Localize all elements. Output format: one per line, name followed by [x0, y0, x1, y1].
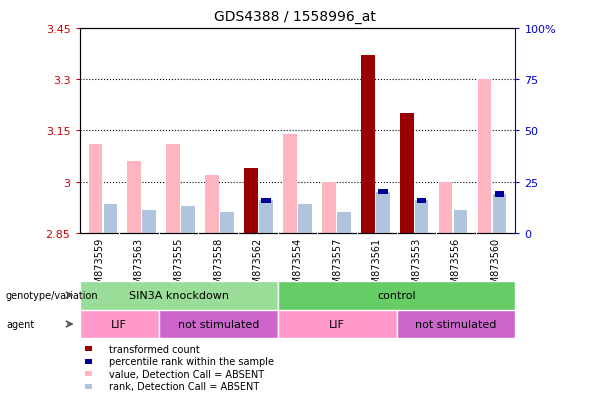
Bar [439, 182, 452, 233]
Text: GSM873555: GSM873555 [174, 237, 184, 297]
Bar [400, 114, 413, 233]
Text: GSM873563: GSM873563 [134, 237, 144, 296]
Bar [259, 201, 273, 233]
Bar [400, 227, 413, 233]
Bar [80, 281, 277, 310]
Bar [495, 192, 504, 197]
Text: value, Detection Call = ABSENT: value, Detection Call = ABSENT [109, 369, 264, 379]
Bar [376, 192, 389, 233]
Bar [478, 80, 491, 233]
Bar [143, 211, 156, 233]
Text: LIF: LIF [329, 319, 345, 329]
Bar [298, 205, 312, 233]
Text: GSM873558: GSM873558 [213, 237, 223, 296]
Bar [277, 310, 396, 339]
Text: control: control [377, 290, 416, 300]
Text: GSM873561: GSM873561 [372, 237, 382, 296]
Bar [454, 211, 468, 233]
Bar [415, 201, 428, 233]
Bar [283, 135, 297, 233]
Text: SIN3A knockdown: SIN3A knockdown [128, 290, 229, 300]
Text: GSM873557: GSM873557 [332, 237, 342, 297]
Bar [244, 227, 258, 233]
Bar [85, 384, 92, 389]
Text: rank, Detection Call = ABSENT: rank, Detection Call = ABSENT [109, 381, 259, 391]
Text: genotype/variation: genotype/variation [6, 290, 98, 300]
Text: not stimulated: not stimulated [177, 319, 259, 329]
Text: GSM873559: GSM873559 [94, 237, 104, 296]
Text: GSM873556: GSM873556 [451, 237, 461, 296]
Bar [85, 371, 92, 376]
Bar [167, 145, 180, 233]
Bar [262, 198, 271, 203]
Text: GSM873560: GSM873560 [491, 237, 501, 296]
Bar [493, 195, 507, 233]
Bar [337, 213, 350, 233]
Bar [104, 205, 117, 233]
Text: GSM873553: GSM873553 [411, 237, 421, 296]
Bar [361, 56, 375, 233]
Bar [127, 162, 141, 233]
Text: GSM873562: GSM873562 [253, 237, 263, 296]
Text: GSM873554: GSM873554 [293, 237, 302, 296]
Bar [85, 359, 92, 364]
Bar [159, 310, 277, 339]
Bar [396, 310, 515, 339]
Bar [206, 176, 219, 233]
Bar [417, 198, 426, 203]
Text: not stimulated: not stimulated [415, 319, 497, 329]
Bar [88, 145, 102, 233]
Bar [277, 281, 515, 310]
Bar [322, 182, 336, 233]
Bar [361, 227, 375, 233]
Text: GDS4388 / 1558996_at: GDS4388 / 1558996_at [214, 10, 375, 24]
Text: agent: agent [6, 319, 34, 329]
Bar [85, 347, 92, 351]
Bar [80, 310, 159, 339]
Text: transformed count: transformed count [109, 344, 200, 354]
Bar [244, 169, 258, 233]
Bar [181, 207, 195, 233]
Bar [220, 213, 234, 233]
Bar [378, 190, 388, 195]
Text: percentile rank within the sample: percentile rank within the sample [109, 356, 274, 366]
Text: LIF: LIF [111, 319, 127, 329]
